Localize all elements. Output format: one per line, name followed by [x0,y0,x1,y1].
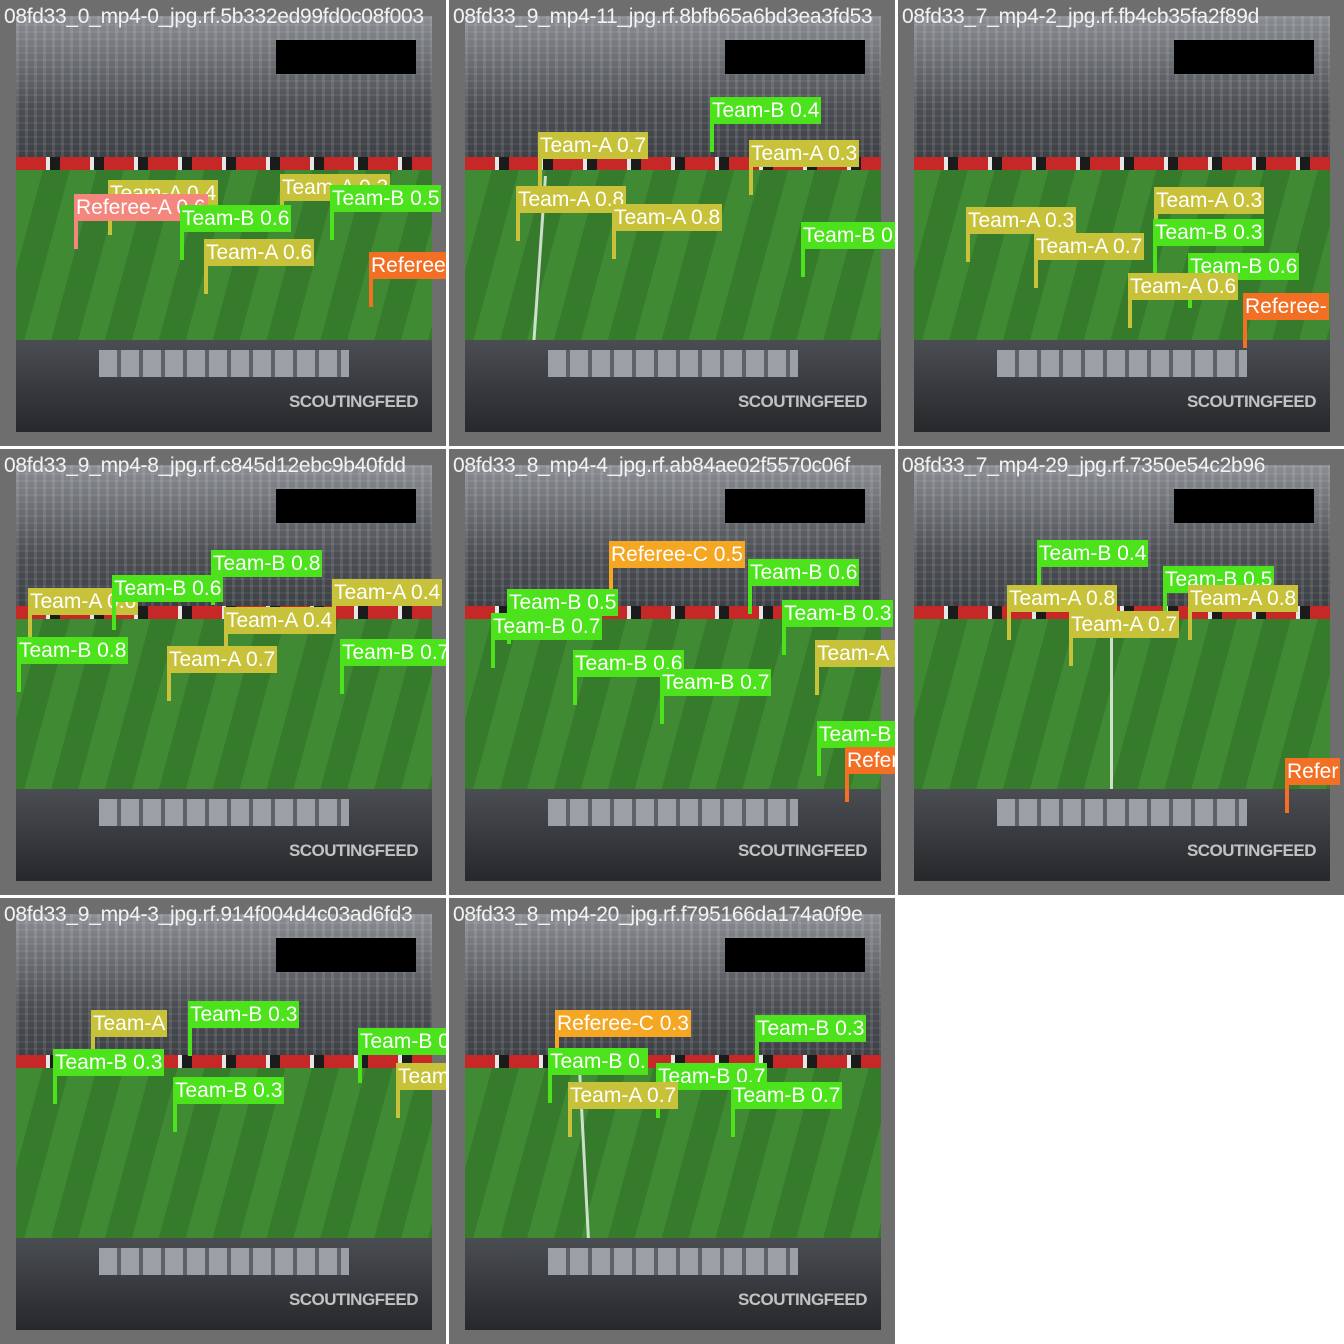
detection-label: Team-A 0.8 [1007,585,1118,640]
detection-label: Referee-B 0.7 [845,747,895,802]
image-tile: SCOUTINGFEED Referee-C 0.5 Team-B 0.6 Te… [449,449,895,895]
detection-label: Team-B 0.3 [173,1077,285,1132]
detection-label: Team-A 0.4 [332,579,443,634]
detection-label: Team-B 0.3 [782,600,894,655]
detection-label: Team-B 0.4 [1037,540,1149,595]
stadium-photo: SCOUTINGFEED [914,465,1330,881]
detection-label: Team-A 0.3 [966,207,1077,262]
detection-label: Referee-C 0.3 [555,1010,691,1065]
image-tile: SCOUTINGFEED Team-B 0.3 Team-A Team-B 0.… [0,898,446,1344]
detection-label: Team-A 0.3 [1154,187,1265,242]
redaction-box [725,938,865,972]
detection-label: Team-B 0.3 [755,1015,867,1070]
detection-label: Team-B 0.4 [710,97,822,152]
detection-label: Team-B 0.5 [507,589,619,644]
detection-label: Team-A 0.6 [204,239,315,294]
detection-label: Referee- [1243,293,1329,348]
detection-label: Team-B 0.8 [17,637,129,692]
detection-label: Team-A 0.3 [396,1063,446,1118]
detection-label: Refer [1285,758,1341,813]
detection-label: Team-A 0.8 [1188,585,1299,640]
watermark: SCOUTINGFEED [288,841,419,860]
image-tile: SCOUTINGFEED Team-B 0.4 Team-A 0.7 Team-… [449,0,895,446]
detection-label: Team-A 0.7 [538,132,649,187]
redaction-box [1174,489,1314,523]
image-tile: SCOUTINGFEED Referee-C 0.3 Team-B 0.3 Te… [449,898,895,1344]
detection-label: Referee-B 0.4 [369,252,446,307]
filename-label: 08fd33_0_mp4-0_jpg.rf.5b332ed99fd0c08f00… [4,5,424,28]
image-tile: SCOUTINGFEED Team-B 0.8 Team-A 0.6 Team-… [0,449,446,895]
stadium-photo: SCOUTINGFEED [465,914,881,1330]
image-tile: SCOUTINGFEED Team-A 0.3 Team-A 0.3 Team-… [898,0,1344,446]
detection-label: Team-B 0.7 [491,613,603,668]
watermark: SCOUTINGFEED [1186,841,1317,860]
detection-label: Team-A [91,1010,168,1065]
detection-label: Team-B 0.3 [1153,219,1265,274]
image-tile: SCOUTINGFEED Team-B 0.4 Team-B 0.5 Team-… [898,449,1344,895]
detection-label: Team-A 0.7 [1069,611,1180,666]
watermark: SCOUTINGFEED [737,1290,868,1309]
filename-label: 08fd33_9_mp4-8_jpg.rf.c845d12ebc9b40fdd [4,454,406,477]
watermark: SCOUTINGFEED [288,392,419,411]
detection-label: Team-B 0.6 [180,205,292,260]
detection-label: Team-B 0.6 [748,559,860,614]
detection-label: Team-A 0.8 [612,204,723,259]
filename-label: 08fd33_9_mp4-11_jpg.rf.8bfb65a6bd3ea3fd5… [453,5,873,28]
detection-label: Team-B 0.3 [53,1049,165,1104]
filename-label: 08fd33_7_mp4-2_jpg.rf.fb4cb35fa2f89d [902,5,1259,28]
watermark: SCOUTINGFEED [1186,392,1317,411]
image-tile: SCOUTINGFEED Team-A 0.4 Referee-A 0.6 Te… [0,0,446,446]
detection-label: Team-A 0.7 [1034,233,1145,288]
detection-label: Team-A 0.3 [749,140,860,195]
redaction-box [1174,40,1314,74]
detection-label: Team-A 0.8 [815,640,895,695]
detection-label: Team-B 0.6 [112,575,224,630]
detection-label: Team-B 0.8 [817,721,895,776]
detection-label: Team-A 0.6 [1128,273,1239,328]
watermark: SCOUTINGFEED [737,841,868,860]
detection-label: Team-B 0.7 [731,1082,843,1137]
redaction-box [276,489,416,523]
detection-label: Team-B 0.7 [660,669,772,724]
filename-label: 08fd33_9_mp4-3_jpg.rf.914f004d4c03ad6fd3 [4,903,413,926]
redaction-box [276,40,416,74]
redaction-box [725,489,865,523]
redaction-box [725,40,865,74]
watermark: SCOUTINGFEED [737,392,868,411]
detection-label: Team-B 0.5 [330,185,442,240]
detection-label: Team-A 0.7 [167,646,278,701]
redaction-box [276,938,416,972]
detection-label: Team-B 0.3 [188,1001,300,1056]
filename-label: 08fd33_7_mp4-29_jpg.rf.7350e54c2b96 [902,454,1266,477]
detection-label: Team-B 0.8 [211,550,323,605]
filename-label: 08fd33_8_mp4-4_jpg.rf.ab84ae02f5570c06f [453,454,850,477]
detection-label: Team-A 0.8 [516,186,627,241]
stadium-photo: SCOUTINGFEED [16,914,432,1330]
detection-label: Team-B 0.8 [801,222,895,277]
detection-label: Team-B 0. [548,1048,648,1103]
filename-label: 08fd33_8_mp4-20_jpg.rf.f795166da174a0f9e [453,903,863,926]
detection-label: Team-B 0.7 [340,639,446,694]
detection-label: Team-B 0.6 [1188,253,1300,308]
watermark: SCOUTINGFEED [288,1290,419,1309]
detection-label: Referee-C 0.5 [609,541,745,596]
detection-label: Team-A 0.4 [224,607,335,662]
detection-label: Team-B 0.4 [358,1028,446,1083]
detection-label: Team-A 0.7 [568,1082,679,1137]
stadium-photo: SCOUTINGFEED [16,465,432,881]
